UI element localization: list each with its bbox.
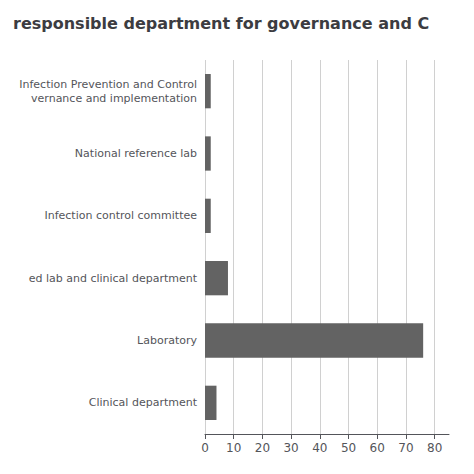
svg-text:Infection control committee: Infection control committee <box>44 209 197 222</box>
svg-text:Clinical department: Clinical department <box>89 396 198 409</box>
svg-text:20: 20 <box>255 441 270 455</box>
svg-text:30: 30 <box>283 441 298 455</box>
svg-text:0: 0 <box>201 441 209 455</box>
svg-text:responsible department for gov: responsible department for governance an… <box>13 14 429 33</box>
svg-text:Infection Prevention and Contr: Infection Prevention and Control <box>19 78 197 91</box>
svg-text:50: 50 <box>341 441 356 455</box>
svg-text:60: 60 <box>370 441 385 455</box>
svg-text:vernance and implementation: vernance and implementation <box>31 92 197 105</box>
svg-text:80: 80 <box>427 441 442 455</box>
svg-text:Laboratory: Laboratory <box>137 334 197 347</box>
svg-text:ed lab and clinical department: ed lab and clinical department <box>29 272 198 285</box>
svg-text:70: 70 <box>398 441 413 455</box>
svg-text:National reference lab: National reference lab <box>75 147 197 160</box>
svg-text:10: 10 <box>226 441 241 455</box>
svg-text:40: 40 <box>312 441 327 455</box>
